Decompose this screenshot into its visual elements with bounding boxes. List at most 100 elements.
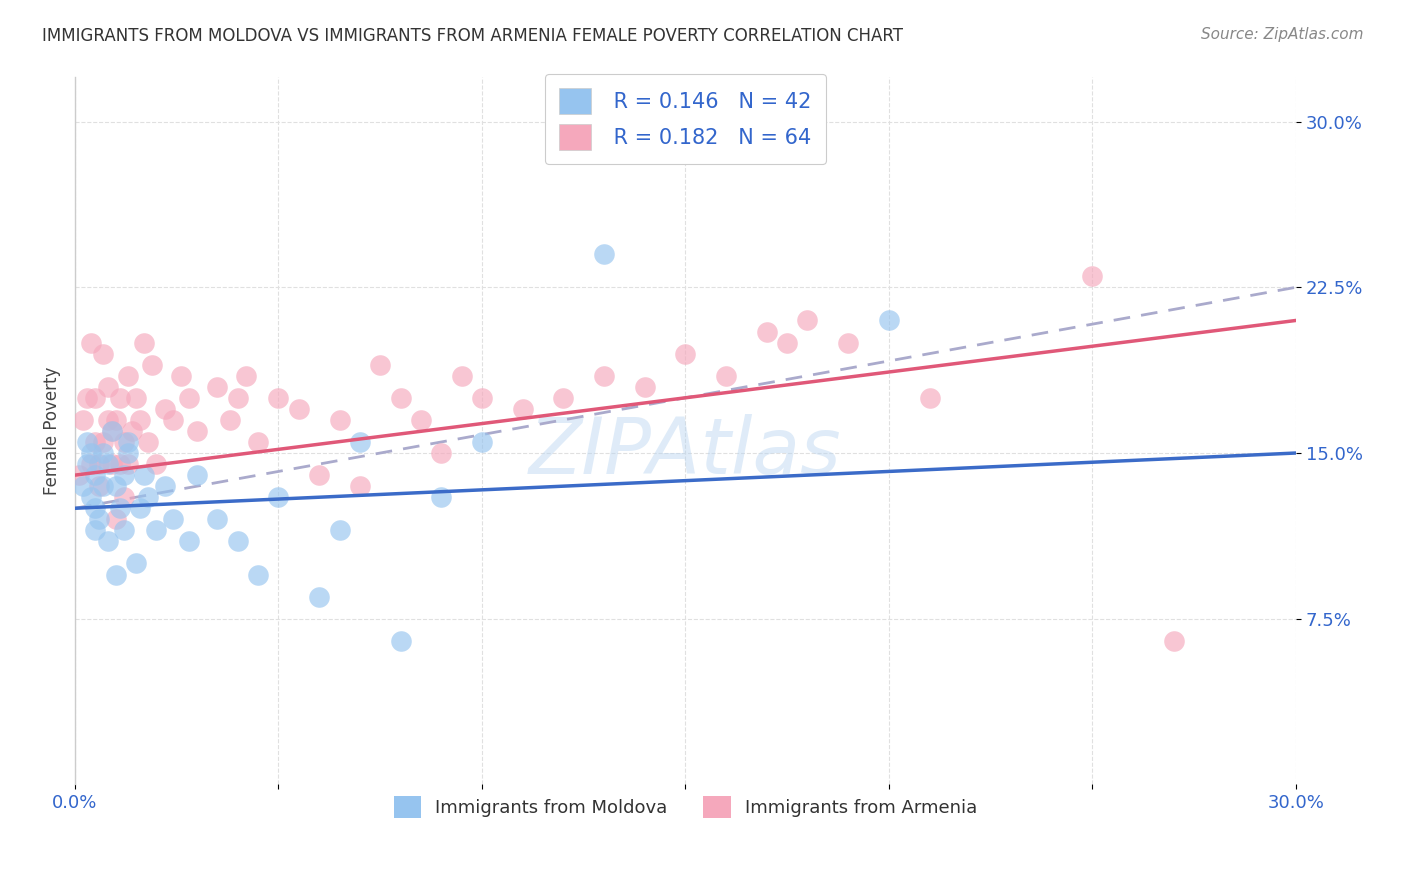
Point xyxy=(145,457,167,471)
Point xyxy=(430,446,453,460)
Point xyxy=(108,457,131,471)
Point xyxy=(72,413,94,427)
Point xyxy=(76,457,98,471)
Point xyxy=(471,391,494,405)
Point xyxy=(389,633,412,648)
Point xyxy=(389,391,412,405)
Point xyxy=(328,524,350,538)
Point xyxy=(553,391,575,405)
Point xyxy=(76,434,98,449)
Point xyxy=(673,346,696,360)
Point xyxy=(308,590,330,604)
Point xyxy=(207,380,229,394)
Point xyxy=(226,391,249,405)
Point xyxy=(170,368,193,383)
Point xyxy=(67,468,90,483)
Point xyxy=(877,313,900,327)
Point xyxy=(918,391,941,405)
Point xyxy=(108,391,131,405)
Point xyxy=(177,534,200,549)
Point xyxy=(112,468,135,483)
Point xyxy=(89,479,111,493)
Point xyxy=(72,479,94,493)
Point xyxy=(450,368,472,383)
Point xyxy=(93,446,115,460)
Point xyxy=(104,512,127,526)
Point xyxy=(267,490,290,504)
Y-axis label: Female Poverty: Female Poverty xyxy=(44,367,60,495)
Point xyxy=(80,490,103,504)
Text: Source: ZipAtlas.com: Source: ZipAtlas.com xyxy=(1201,27,1364,42)
Point xyxy=(288,401,311,416)
Point xyxy=(125,557,148,571)
Point xyxy=(247,434,270,449)
Point xyxy=(117,434,139,449)
Point xyxy=(349,479,371,493)
Point xyxy=(430,490,453,504)
Point xyxy=(134,335,156,350)
Point xyxy=(112,434,135,449)
Point xyxy=(153,479,176,493)
Point xyxy=(100,424,122,438)
Point xyxy=(84,524,107,538)
Point xyxy=(125,391,148,405)
Point xyxy=(100,424,122,438)
Point xyxy=(634,380,657,394)
Point xyxy=(129,413,152,427)
Point xyxy=(153,401,176,416)
Point xyxy=(267,391,290,405)
Point xyxy=(755,325,778,339)
Point xyxy=(141,358,163,372)
Point xyxy=(162,413,184,427)
Point xyxy=(76,391,98,405)
Point xyxy=(112,524,135,538)
Point xyxy=(409,413,432,427)
Point xyxy=(129,501,152,516)
Point xyxy=(796,313,818,327)
Point xyxy=(512,401,534,416)
Point xyxy=(112,490,135,504)
Point xyxy=(84,391,107,405)
Point xyxy=(186,468,208,483)
Point xyxy=(471,434,494,449)
Point xyxy=(97,380,120,394)
Point xyxy=(134,468,156,483)
Point xyxy=(80,457,103,471)
Point xyxy=(80,335,103,350)
Point xyxy=(776,335,799,350)
Point xyxy=(117,368,139,383)
Point xyxy=(136,490,159,504)
Point xyxy=(117,457,139,471)
Point xyxy=(162,512,184,526)
Point xyxy=(136,434,159,449)
Point xyxy=(328,413,350,427)
Text: IMMIGRANTS FROM MOLDOVA VS IMMIGRANTS FROM ARMENIA FEMALE POVERTY CORRELATION CH: IMMIGRANTS FROM MOLDOVA VS IMMIGRANTS FR… xyxy=(42,27,903,45)
Point xyxy=(1163,633,1185,648)
Point xyxy=(593,247,616,261)
Legend: Immigrants from Moldova, Immigrants from Armenia: Immigrants from Moldova, Immigrants from… xyxy=(387,789,984,825)
Point xyxy=(121,424,143,438)
Point xyxy=(207,512,229,526)
Point xyxy=(226,534,249,549)
Point xyxy=(218,413,240,427)
Point xyxy=(593,368,616,383)
Point xyxy=(104,479,127,493)
Point xyxy=(104,413,127,427)
Point xyxy=(84,468,107,483)
Point xyxy=(308,468,330,483)
Point xyxy=(89,512,111,526)
Point xyxy=(100,457,122,471)
Point xyxy=(349,434,371,449)
Point xyxy=(97,413,120,427)
Point xyxy=(1081,269,1104,284)
Point xyxy=(235,368,257,383)
Point xyxy=(247,567,270,582)
Point xyxy=(84,501,107,516)
Point xyxy=(80,446,103,460)
Point xyxy=(97,457,120,471)
Point xyxy=(93,479,115,493)
Point xyxy=(145,524,167,538)
Point xyxy=(84,434,107,449)
Point xyxy=(93,434,115,449)
Point xyxy=(104,567,127,582)
